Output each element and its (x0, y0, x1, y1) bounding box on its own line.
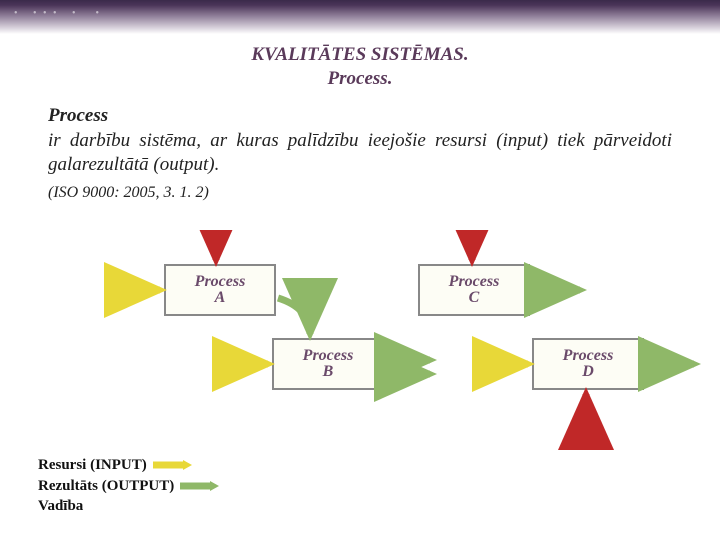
legend-row-input: Resursi (INPUT) (38, 455, 220, 475)
legend-row-control: Vadība (38, 496, 220, 516)
process-diagram: Process A Process B Process C Process D (0, 230, 720, 470)
header-bar: • • • • • • (0, 0, 720, 34)
diagram-arrows (0, 230, 720, 470)
legend-output-arrow-icon (174, 479, 220, 493)
header-dots: • • • • • • (14, 8, 101, 19)
output-arrow-a-to-b (278, 298, 310, 334)
page-title: KVALITĀTES SISTĒMAS. (0, 44, 720, 66)
definition-text: Process ir darbību sistēma, ar kuras pal… (48, 104, 672, 178)
title-block: KVALITĀTES SISTĒMAS. Process. (0, 44, 720, 90)
legend-input-arrow-icon (147, 458, 193, 472)
definition-term: Process (48, 105, 108, 126)
definition-body-3: ). (208, 154, 219, 175)
definition-italic-output: output (160, 154, 209, 175)
legend-row-output: Rezultāts (OUTPUT) (38, 476, 220, 496)
definition-body-1: ir darbību sistēma, ar kuras palīdzību i… (48, 130, 503, 151)
definition-italic-input: input (503, 130, 542, 151)
page-subtitle: Process. (0, 68, 720, 90)
legend-input-label: Resursi (INPUT) (38, 455, 147, 475)
legend-output-label: Rezultāts (OUTPUT) (38, 476, 174, 496)
legend: Resursi (INPUT) Rezultāts (OUTPUT) Vadīb… (38, 455, 220, 516)
citation: (ISO 9000: 2005, 3. 1. 2) (48, 184, 209, 202)
legend-control-label: Vadība (38, 496, 83, 516)
